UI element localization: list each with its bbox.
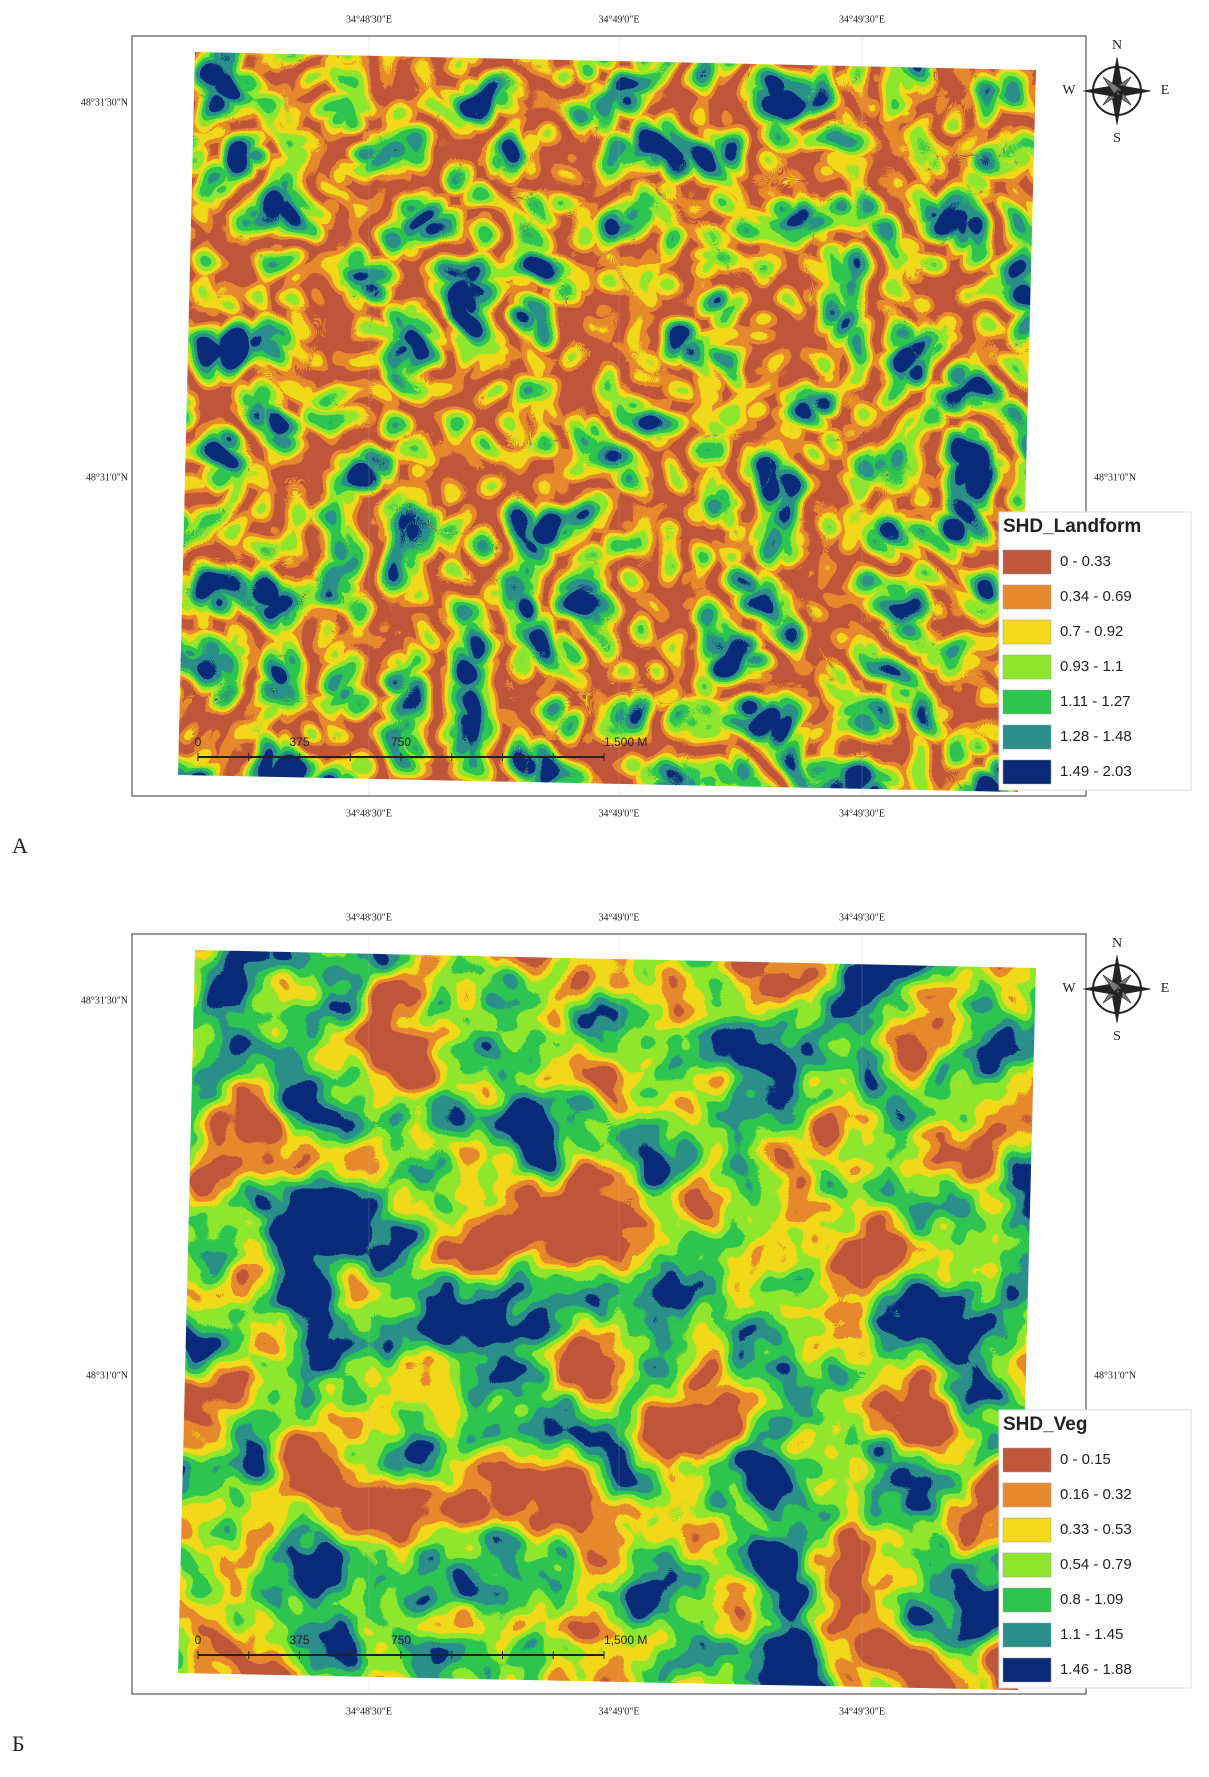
compass-letter: N (1112, 38, 1122, 53)
coord-label: 48°31'0"N (86, 472, 128, 483)
coord-label: 48°31'0"N (1094, 472, 1136, 483)
legend-label: 0.33 - 0.53 (1060, 1521, 1132, 1538)
legend-label: 1.46 - 1.88 (1060, 1661, 1132, 1678)
legend-label: 0 - 0.33 (1060, 553, 1111, 570)
compass-point (1102, 974, 1121, 993)
legend-swatch (1002, 1517, 1052, 1543)
legend-swatch (1002, 689, 1052, 715)
legend-swatch (1002, 1622, 1052, 1648)
legend-label: 1.49 - 2.03 (1060, 763, 1132, 780)
legend-swatch (1002, 1552, 1052, 1578)
compass-letter: E (1161, 981, 1170, 996)
panel-label: А (12, 833, 28, 858)
legend-title: SHD_Landform (1003, 516, 1141, 537)
scale-label: 1,500 M (604, 1633, 647, 1647)
legend-swatch (1002, 1447, 1052, 1473)
coord-label: 34°49'30"E (839, 808, 885, 819)
coord-label: 34°49'30"E (839, 912, 885, 923)
compass-letter: N (1112, 936, 1122, 951)
legend-swatch (1002, 1587, 1052, 1613)
compass-letter: W (1062, 83, 1076, 98)
scale-label: 750 (391, 1633, 411, 1647)
legend-label: 0.93 - 1.1 (1060, 658, 1123, 675)
scale-label: 1,500 M (604, 735, 647, 749)
legend-label: 1.1 - 1.45 (1060, 1626, 1123, 1643)
scale-label: 375 (289, 735, 309, 749)
coord-label: 34°49'30"E (839, 14, 885, 25)
raster (178, 950, 1036, 1690)
legend-label: 0.7 - 0.92 (1060, 623, 1123, 640)
legend-label: 0 - 0.15 (1060, 1451, 1111, 1468)
legend-swatch (1002, 759, 1052, 785)
map-frame (131, 933, 1087, 1695)
map-panel: 34°48'30"E 34°48'30"E 34°49'0"E 34°49'0"E 34… (12, 912, 1192, 1756)
coord-label: 34°48'30"E (346, 808, 392, 819)
coord-label: 34°48'30"E (346, 14, 392, 25)
scale-label: 750 (391, 735, 411, 749)
coord-label: 34°49'0"E (599, 808, 640, 819)
legend-label: 1.11 - 1.27 (1060, 693, 1131, 710)
legend-swatch (1002, 619, 1052, 645)
coord-label: 34°48'30"E (346, 912, 392, 923)
legend-swatch (1002, 584, 1052, 610)
compass-letter: S (1113, 1029, 1121, 1044)
coord-label: 34°49'0"E (599, 912, 640, 923)
scale-label: 375 (289, 1633, 309, 1647)
raster (178, 52, 1036, 792)
compass-letter: S (1113, 131, 1121, 146)
legend-title: SHD_Veg (1003, 1414, 1087, 1435)
map-panel: 34°48'30"E 34°48'30"E 34°49'0"E 34°49'0"E 34… (12, 14, 1192, 858)
compass-letter: E (1161, 83, 1170, 98)
coord-label: 34°49'0"E (599, 1706, 640, 1717)
coord-label: 48°31'30"N (81, 97, 128, 108)
legend-swatch (1002, 654, 1052, 680)
coord-label: 48°31'0"N (86, 1370, 128, 1381)
scale-label: 0 (195, 1633, 202, 1647)
legend-swatch (1002, 549, 1052, 575)
legend-swatch (1002, 1482, 1052, 1508)
compass-letter: W (1062, 981, 1076, 996)
legend-label: 0.34 - 0.69 (1060, 588, 1132, 605)
panel-label: Б (12, 1731, 25, 1756)
coord-label: 34°49'0"E (599, 14, 640, 25)
legend-label: 0.54 - 0.79 (1060, 1556, 1132, 1573)
coord-label: 48°31'0"N (1094, 1370, 1136, 1381)
compass-point (1102, 76, 1121, 95)
scale-label: 0 (195, 735, 202, 749)
coord-label: 34°49'30"E (839, 1706, 885, 1717)
map-frame (131, 35, 1087, 797)
coord-label: 48°31'30"N (81, 995, 128, 1006)
legend-swatch (1002, 1657, 1052, 1683)
legend-label: 1.28 - 1.48 (1060, 728, 1132, 745)
legend-swatch (1002, 724, 1052, 750)
legend-label: 0.16 - 0.32 (1060, 1486, 1132, 1503)
legend-label: 0.8 - 1.09 (1060, 1591, 1123, 1608)
coord-label: 34°48'30"E (346, 1706, 392, 1717)
